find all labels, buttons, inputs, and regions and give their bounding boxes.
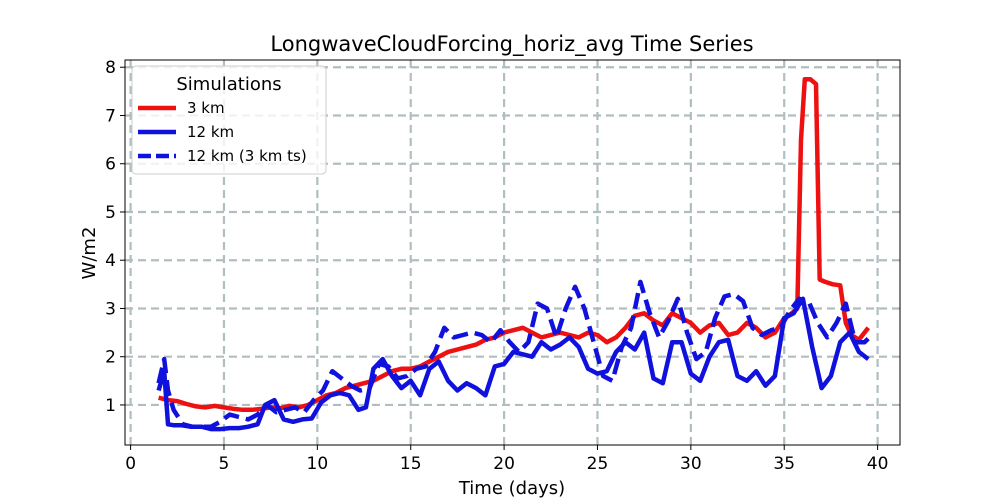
y-axis-label: W/m2 <box>79 227 100 280</box>
y-tick-label: 3 <box>105 299 116 319</box>
x-tick-label: 40 <box>867 454 889 474</box>
legend-label: 12 km (3 km ts) <box>187 147 307 165</box>
x-tick-label: 10 <box>307 454 329 474</box>
y-tick-label: 6 <box>105 155 116 175</box>
y-tick-label: 5 <box>105 203 116 223</box>
legend-title: Simulations <box>176 74 281 95</box>
legend: Simulations 3 km 12 km 12 km (3 km ts) <box>131 65 327 175</box>
y-tick-label: 1 <box>105 396 116 416</box>
series-line-3 <box>156 279 874 429</box>
plot-frame <box>124 59 901 446</box>
x-tick-label: 25 <box>587 454 609 474</box>
legend-box <box>131 65 327 175</box>
y-tick-label: 8 <box>105 58 116 78</box>
x-tick-label: 30 <box>680 454 702 474</box>
chart-title: LongwaveCloudForcing_horiz_avg Time Seri… <box>270 32 753 57</box>
series-lines <box>156 77 874 432</box>
legend-label: 12 km <box>187 123 234 141</box>
x-tick-label: 0 <box>125 454 136 474</box>
y-tick-label: 7 <box>105 106 116 126</box>
axes: 0 5 10 15 20 25 30 35 40 1 2 3 4 5 6 7 8 <box>105 58 888 474</box>
y-tick-label: 2 <box>105 348 116 368</box>
legend-entries: 3 km 12 km 12 km (3 km ts) <box>138 99 307 165</box>
y-tick-label: 4 <box>105 251 116 271</box>
x-tick-label: 5 <box>219 454 230 474</box>
x-tick-label: 35 <box>773 454 795 474</box>
x-axis-label: Time (days) <box>458 478 565 499</box>
legend-label: 3 km <box>187 99 225 117</box>
x-tick-label: 15 <box>400 454 422 474</box>
x-tick-label: 20 <box>493 454 515 474</box>
